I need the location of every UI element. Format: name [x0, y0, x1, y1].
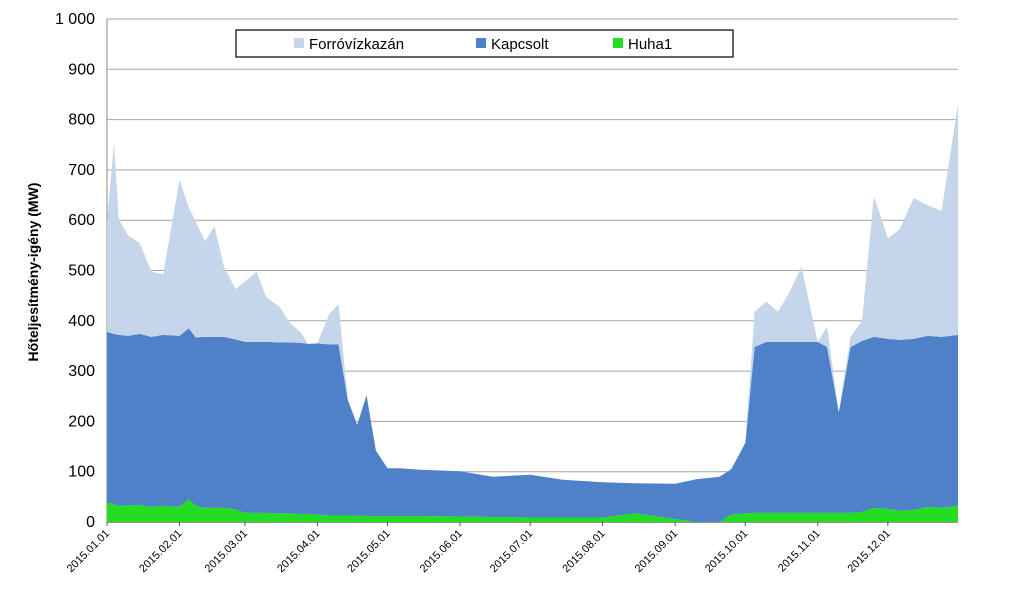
- x-tick-label: 2015.07.01: [488, 528, 535, 575]
- y-tick-label: 900: [68, 61, 95, 78]
- x-tick-label: 2015.11.01: [776, 528, 823, 575]
- y-axis-title: Hőteljesítmény-igény (MW): [25, 183, 41, 362]
- x-tick-label: 2015.06.01: [418, 528, 465, 575]
- legend-label: Kapcsolt: [491, 36, 549, 53]
- x-tick-label: 2015.01.01: [65, 528, 112, 575]
- legend-swatch: [613, 38, 623, 48]
- area-huha1: [107, 499, 958, 522]
- x-tick-label: 2015.03.01: [203, 528, 250, 575]
- y-tick-label: 200: [68, 413, 95, 430]
- x-tick-label: 2015.05.01: [345, 528, 392, 575]
- x-tick-label: 2015.09.01: [633, 528, 680, 575]
- legend-swatch: [476, 38, 486, 48]
- y-tick-label: 800: [68, 112, 95, 129]
- y-tick-label: 0: [86, 514, 95, 531]
- legend-label: Forróvízkazán: [309, 36, 404, 53]
- legend-swatch: [294, 38, 304, 48]
- x-tick-label: 2015.12.01: [846, 528, 893, 575]
- y-tick-label: 700: [68, 162, 95, 179]
- area-kapcsolt: [107, 328, 958, 522]
- area-series-group: [107, 103, 958, 522]
- y-tick-label: 400: [68, 313, 95, 330]
- x-tick-label: 2015.10.01: [703, 528, 750, 575]
- x-tick-labels: 2015.01.01 2015.02.01 2015.03.01 2015.04.01…: [65, 522, 893, 575]
- x-tick-label: 2015.02.01: [137, 528, 184, 575]
- y-tick-label: 600: [68, 212, 95, 229]
- x-tick-label: 2015.04.01: [275, 528, 322, 575]
- y-tick-labels: 0 100 200 300 400 500 600 700 800 900 1 000: [55, 11, 95, 531]
- y-tick-label: 500: [68, 263, 95, 280]
- x-tick-label: 2015.08.01: [560, 528, 607, 575]
- y-tick-label: 300: [68, 363, 95, 380]
- legend: Forróvízkazán Kapcsolt Huha1: [235, 29, 734, 58]
- y-tick-label: 1 000: [55, 11, 95, 28]
- y-tick-label: 100: [68, 464, 95, 481]
- legend-label: Huha1: [628, 36, 672, 53]
